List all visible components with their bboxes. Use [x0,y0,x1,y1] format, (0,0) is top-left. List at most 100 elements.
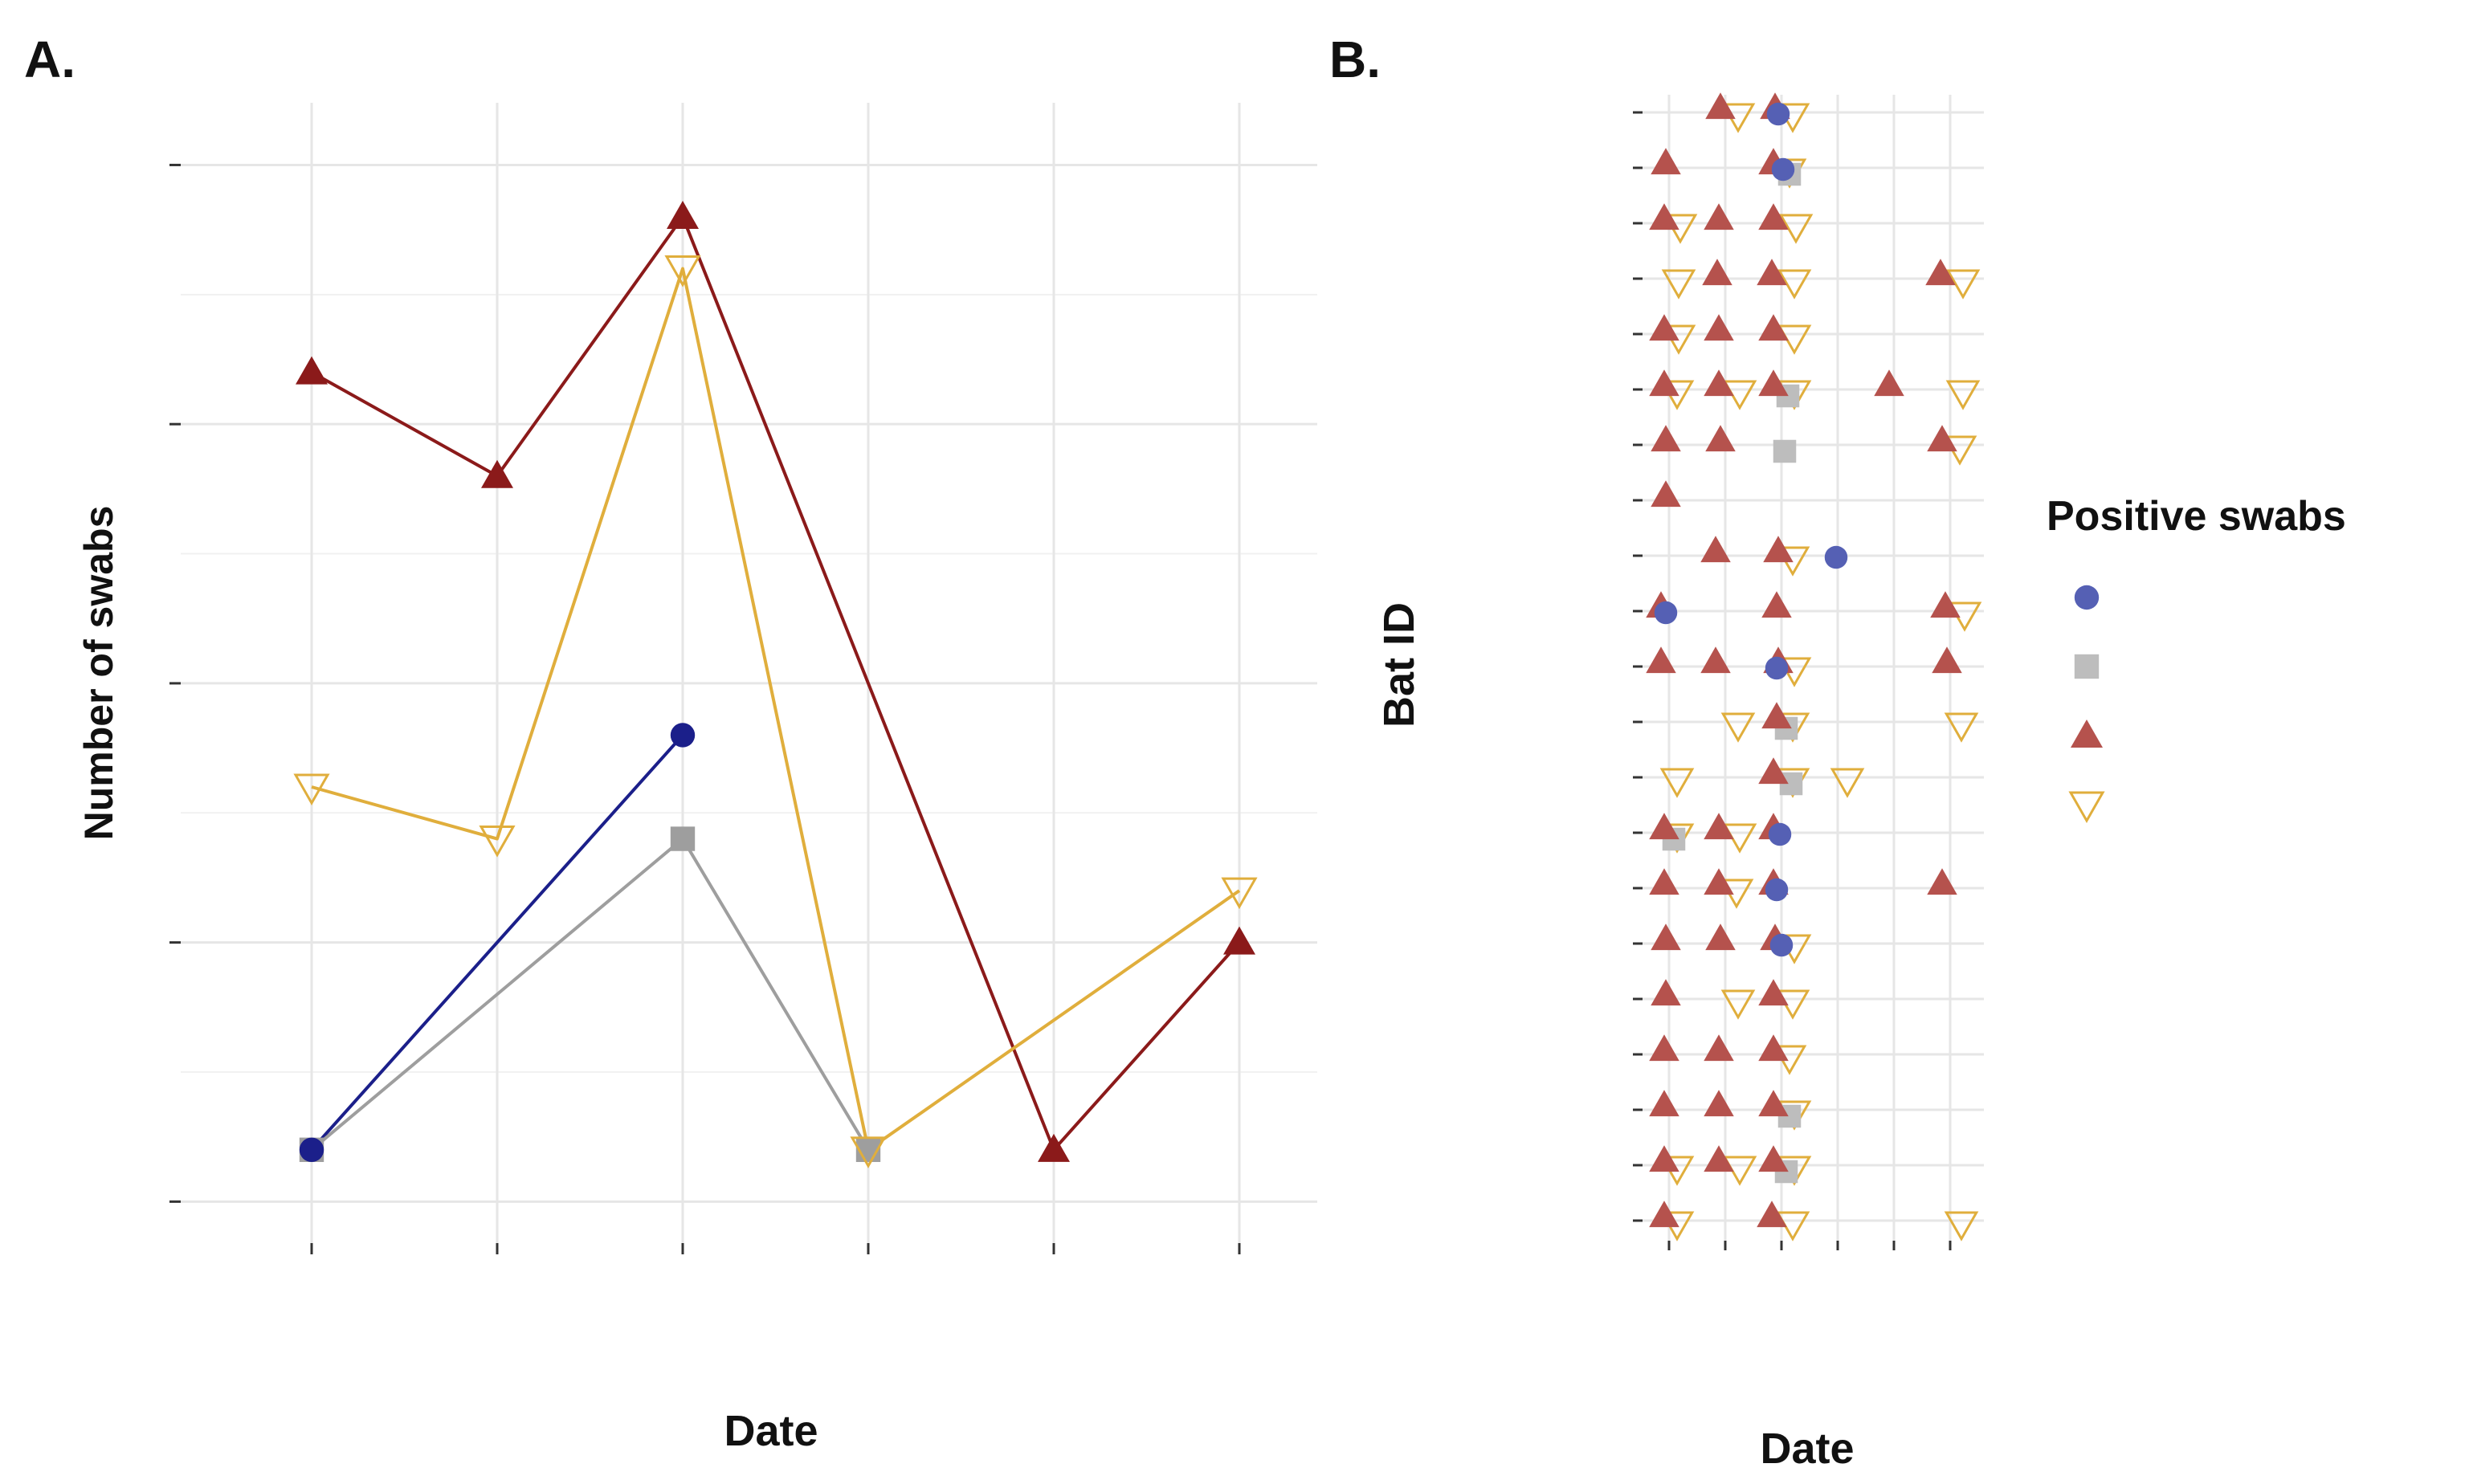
point-rectal-swab [1945,380,1981,410]
point-oral-swab [1649,1034,1679,1062]
legend-key-rectal-swab [2068,791,2105,824]
point-oral-swab [1705,923,1736,951]
point-body-swab [1766,102,1790,126]
point-rectal-swab [1777,269,1812,300]
point-oral-swab [1758,979,1789,1006]
point-oral-swab [1704,203,1734,230]
point-rectal-swab [664,255,701,287]
point-rectal-swab [293,773,330,806]
panel-b-axes [1633,111,1952,1250]
point-oral-swab [1704,314,1734,341]
legend-key-body-swab [2074,585,2100,610]
point-oral-swab [1651,425,1681,452]
point-oral-swab [1651,480,1681,508]
point-rectal-swab [1221,877,1258,910]
panel-a-axes [169,163,1241,1254]
point-oral-swab [1649,813,1679,840]
point-oral-swab [1649,369,1679,397]
point-oral-swab [1704,1034,1734,1062]
point-oral-swab [1704,813,1734,840]
point-oral-swab [1705,425,1736,452]
point-oral-swab [1925,259,1956,286]
panel-b-grid [1643,95,1984,1241]
legend-title: Positive swabs [2047,493,2346,540]
point-oral-swab [1038,1133,1070,1162]
point-oral-swab [1704,1145,1734,1172]
point-oral-swab [1649,314,1679,341]
series-line-head-swab [310,837,870,1152]
point-body-swab [1654,601,1678,625]
point-oral-swab [1649,1145,1679,1172]
point-oral-swab [1646,646,1676,674]
point-oral-swab [1223,926,1255,955]
point-oral-swab [1704,868,1734,895]
point-oral-swab [1704,369,1734,397]
point-body-swab [1768,822,1792,846]
point-oral-swab [1649,868,1679,895]
panel-a-grid [181,103,1317,1243]
point-rectal-swab [1720,989,1756,1020]
point-body-swab [1771,157,1795,181]
point-rectal-swab [1661,269,1696,300]
point-oral-swab [296,356,328,385]
point-oral-swab [481,459,513,488]
point-body-swab [1769,933,1794,957]
point-oral-swab [1702,259,1732,286]
point-rectal-swab [479,826,516,858]
point-body-swab [1765,878,1789,902]
panel-a: A. Date Number of swabs [24,31,1317,1455]
series-line-body-swab [310,734,684,1152]
point-oral-swab [1757,259,1787,286]
legend-key-oral-swab [2071,720,2103,748]
point-oral-swab [1700,646,1731,674]
panel-a-y-axis-title: Number of swabs [76,506,121,841]
point-oral-swab [1761,702,1792,729]
point-rectal-swab [1830,768,1865,798]
point-head-swab [1773,439,1797,463]
point-oral-swab [1651,923,1681,951]
point-oral-swab [1649,203,1679,230]
panel-b-y-axis-title: Bat ID [1375,602,1423,728]
point-oral-swab [1700,536,1731,563]
panel-b-x-axis-title: Date [1760,1425,1854,1473]
point-oral-swab [1758,203,1789,230]
point-oral-swab [1874,369,1904,397]
panel-a-x-axis-title: Date [724,1407,818,1455]
point-oral-swab [1651,148,1681,175]
point-oral-swab [1649,1201,1679,1228]
point-oral-swab [1758,1090,1789,1117]
point-rectal-swab [1778,214,1814,244]
point-head-swab [670,826,696,851]
panel-a-markers [293,201,1258,1168]
point-oral-swab [1758,369,1789,397]
point-oral-swab [1763,536,1794,563]
point-oral-swab [1758,757,1789,785]
point-body-swab [1824,545,1848,569]
point-rectal-swab [1720,712,1756,743]
legend-key-head-swab [2074,654,2100,679]
point-rectal-swab [850,1136,887,1168]
point-rectal-swab [1944,712,1979,743]
series-line-rectal-swab [311,267,1241,1152]
point-oral-swab [1704,1090,1734,1117]
point-oral-swab [1705,92,1736,120]
point-body-swab [670,723,696,748]
panel-a-label: A. [24,31,76,88]
point-oral-swab [1927,425,1957,452]
point-oral-swab [1758,314,1789,341]
point-oral-swab [1757,1201,1787,1228]
point-oral-swab [1761,591,1792,618]
point-oral-swab [1649,1090,1679,1117]
point-oral-swab [1930,591,1961,618]
point-oral-swab [1758,1145,1789,1172]
panel-b: B. Date Bat ID [1329,31,1984,1473]
point-body-swab [299,1137,324,1163]
point-rectal-swab [1659,768,1695,798]
point-body-swab [1765,656,1789,680]
point-oral-swab [1932,646,1962,674]
panel-b-label: B. [1329,31,1381,88]
point-oral-swab [1758,1034,1789,1062]
point-oral-swab [667,201,699,229]
panel-b-markers [1646,92,1982,1241]
